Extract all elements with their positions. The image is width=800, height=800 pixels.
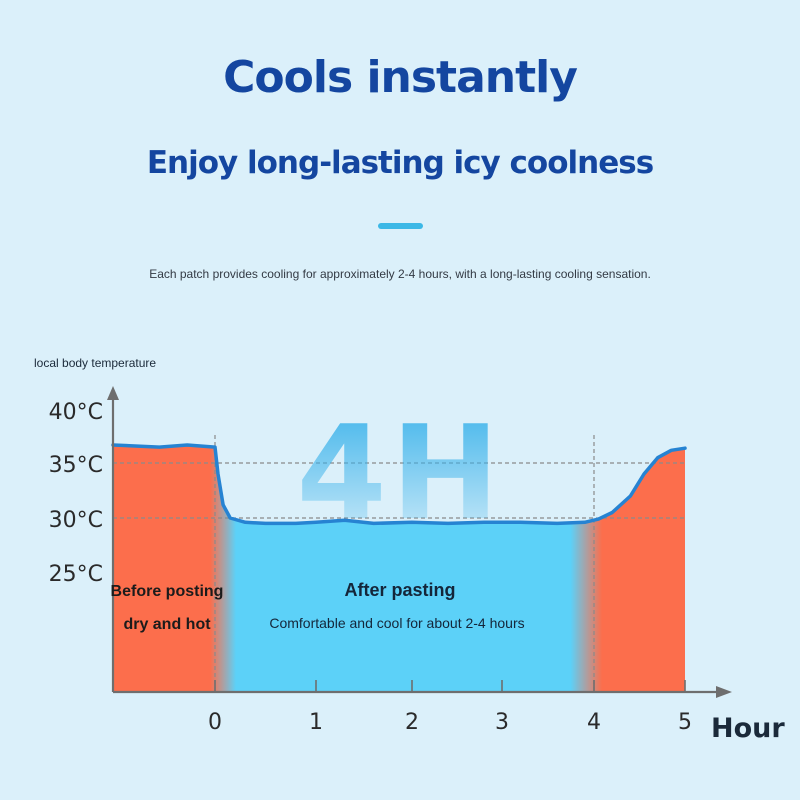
y-axis-arrow — [107, 386, 119, 400]
x-tick-label-5: 5 — [678, 710, 692, 735]
region-after-sublabel: Comfortable and cool for about 2-4 hours — [269, 615, 524, 631]
temperature-line — [111, 443, 687, 526]
accent-divider — [378, 223, 423, 229]
description-text: Each patch provides cooling for approxim… — [149, 267, 651, 281]
region-before-sublabel: dry and hot — [123, 616, 211, 633]
y-tick-label-0: 40°C — [49, 400, 103, 425]
y-tick-label-2: 30°C — [49, 508, 103, 533]
temperature-area — [113, 444, 685, 692]
x-axis-title: Hour — [711, 713, 785, 744]
page-subtitle: Enjoy long-lasting icy coolness — [146, 145, 654, 181]
page-title: Cools instantly — [223, 52, 578, 103]
x-tick-label-0: 0 — [208, 710, 222, 735]
y-tick-label-1: 35°C — [49, 453, 103, 478]
x-axis-arrow — [716, 686, 732, 698]
region-after-label: After pasting — [344, 580, 455, 600]
x-tick-label-3: 3 — [495, 710, 509, 735]
x-tick-label-4: 4 — [587, 710, 601, 735]
big-duration-label: 4H — [296, 397, 503, 549]
axis-layer: 40°C 35°C 30°C 25°C 0 1 2 3 4 5 — [49, 386, 732, 735]
region-before-label: Before posting — [111, 583, 224, 600]
y-axis-title: local body temperature — [34, 356, 156, 370]
x-tick-label-2: 2 — [405, 710, 419, 735]
plot-layer — [111, 435, 687, 692]
x-tick-label-1: 1 — [309, 710, 323, 735]
y-tick-label-3: 25°C — [49, 562, 103, 587]
